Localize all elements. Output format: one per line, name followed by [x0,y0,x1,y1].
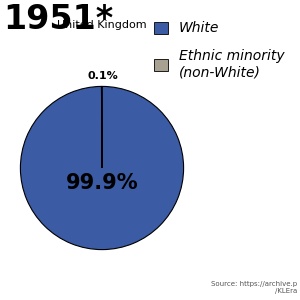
Wedge shape [101,86,102,168]
Text: United Kingdom: United Kingdom [57,20,147,31]
Wedge shape [20,86,184,250]
Text: Source: https://archive.p
/KLEra: Source: https://archive.p /KLEra [211,281,297,294]
Text: 0.1%: 0.1% [87,71,118,81]
Text: 1951*: 1951* [3,3,113,36]
Text: 99.9%: 99.9% [66,173,138,193]
Legend: White, Ethnic minority
(non-White): White, Ethnic minority (non-White) [148,16,290,85]
